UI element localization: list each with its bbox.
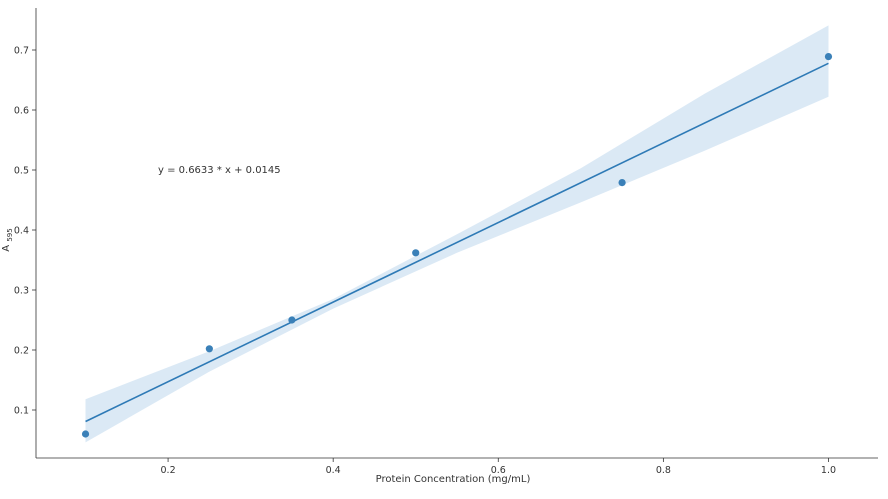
- x-tick-label: 0.2: [161, 465, 176, 476]
- regression-line: [85, 62, 829, 423]
- data-points-layer: [81, 53, 833, 438]
- y-tick-label: 0.6: [14, 106, 29, 117]
- y-tick-label: 0.4: [14, 226, 29, 237]
- data-point: [81, 430, 90, 438]
- regression-line-layer: [85, 62, 829, 423]
- y-tick-label: 0.2: [14, 346, 29, 357]
- y-axis-label-main: A: [1, 245, 12, 252]
- confidence-band-layer: [85, 25, 829, 443]
- x-tick-label: 0.6: [491, 465, 506, 476]
- x-tick-label: 0.4: [326, 465, 341, 476]
- x-ticks-layer: 0.2 0.4 0.6 0.8 1.0: [161, 458, 836, 476]
- data-point: [205, 345, 213, 353]
- data-point: [618, 179, 626, 187]
- data-point: [824, 53, 833, 61]
- confidence-band: [85, 25, 829, 443]
- data-point: [288, 316, 296, 324]
- y-tick-label: 0.5: [14, 166, 29, 177]
- y-tick-label: 0.3: [14, 286, 29, 297]
- x-axis-label: Protein Concentration (mg/mL): [376, 474, 531, 485]
- x-tick-label: 0.8: [656, 465, 671, 476]
- axes-layer: [35, 8, 878, 459]
- y-tick-label: 0.1: [14, 406, 29, 417]
- y-tick-label: 0.7: [14, 46, 29, 57]
- y-axis-label: A 595: [1, 228, 14, 251]
- y-axis-label-group: A 595: [1, 228, 14, 251]
- regression-equation-annotation: y = 0.6633 * x + 0.0145: [158, 165, 281, 176]
- data-point: [412, 249, 420, 257]
- x-tick-label: 1.0: [821, 465, 836, 476]
- y-axis-label-subscript: 595: [6, 228, 14, 241]
- y-ticks-layer: 0.1 0.2 0.3 0.4 0.5 0.6 0.7: [14, 46, 36, 417]
